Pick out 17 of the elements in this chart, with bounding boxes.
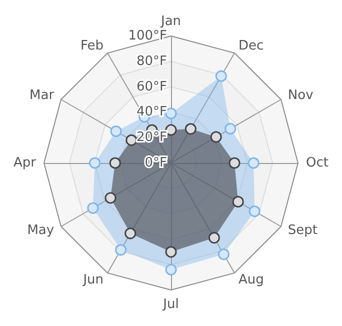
y-tick-label: 100°F: [128, 28, 167, 44]
spoke-label: Oct: [306, 156, 328, 170]
spoke-label: May: [27, 223, 54, 238]
spoke-label: Feb: [80, 38, 104, 54]
spoke-label: Mar: [30, 88, 55, 103]
spoke-label: Jun: [82, 272, 104, 288]
y-tick-label: 80°F: [136, 54, 167, 69]
y-tick-label: 0°F: [144, 156, 167, 170]
spoke-label: Dec: [238, 38, 264, 54]
spoke-label: Jan: [160, 14, 182, 29]
spoke-label: Aug: [238, 272, 264, 288]
spoke-label: Sept: [288, 223, 318, 238]
y-tick-label: 20°F: [136, 130, 167, 146]
y-tick-label: 60°F: [136, 79, 167, 94]
spoke-label: Nov: [288, 88, 314, 103]
spoke-label: Jul: [162, 297, 179, 312]
spoke-label: Apr: [14, 156, 37, 170]
